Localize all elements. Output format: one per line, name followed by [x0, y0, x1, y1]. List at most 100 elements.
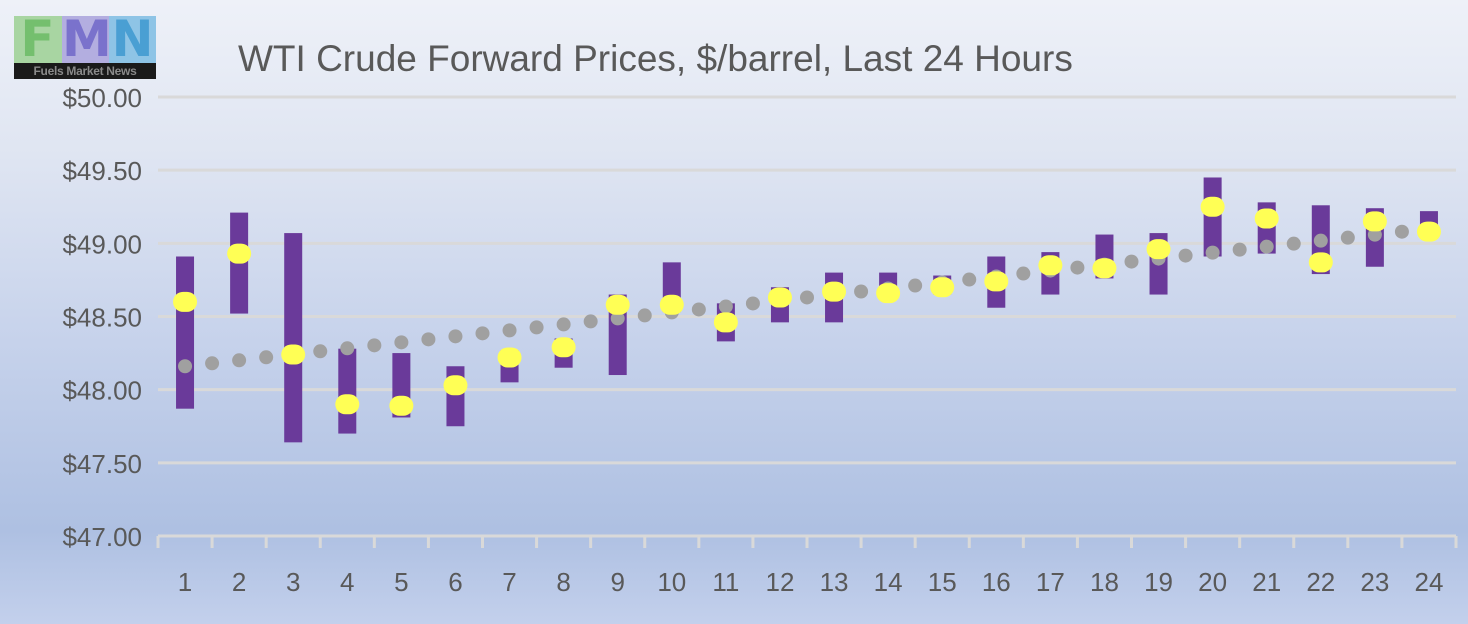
x-tick-label: 24: [1414, 567, 1443, 597]
x-tick-label: 22: [1306, 567, 1335, 597]
range-bar: [446, 366, 465, 427]
trendline-dot: [340, 341, 355, 356]
y-tick-label: $49.00: [62, 229, 142, 259]
trendline-dot: [232, 353, 247, 368]
logo-letter-f: F: [20, 10, 55, 68]
y-tick-label: $50.00: [62, 83, 142, 113]
close-marker: [1362, 211, 1387, 232]
trendline-dot: [583, 314, 598, 329]
close-marker: [227, 243, 252, 264]
x-tick-label: 10: [657, 567, 686, 597]
trendline-dot: [1070, 260, 1085, 275]
x-tick-label: 9: [610, 567, 624, 597]
close-marker: [930, 277, 955, 298]
trendline-dot: [610, 311, 625, 326]
x-tick-label: 17: [1036, 567, 1065, 597]
trendline-dot: [1286, 236, 1301, 251]
range-bar: [338, 348, 357, 434]
range-bar: [176, 256, 195, 409]
x-tick-label: 2: [232, 567, 246, 597]
fmn-logo: F M N Fuels Market News: [14, 10, 156, 80]
trendline-dot: [1394, 224, 1409, 239]
x-tick-label: 11: [712, 567, 739, 597]
x-tick-label: 14: [874, 567, 903, 597]
close-marker: [984, 271, 1009, 292]
x-tick-label: 19: [1144, 567, 1173, 597]
trendline-dot: [475, 326, 490, 341]
gridlines: [158, 95, 1456, 465]
close-marker: [1200, 196, 1225, 217]
trendline-dot: [1016, 266, 1031, 281]
trendline-dot: [1313, 233, 1328, 248]
trendline-dot: [1232, 242, 1247, 257]
logo-block-blue: [109, 16, 156, 63]
close-marker: [1308, 252, 1333, 273]
trendline-dot: [745, 296, 760, 311]
trendline-dot: [178, 359, 193, 374]
trendline-dot: [1340, 230, 1355, 245]
x-axis: 1 2 3 4 5 6 7 8 9 10 11 12 13 14 15 16 17 18 19 20 21 22 23 24: [156, 534, 1458, 597]
close-marker: [659, 294, 684, 315]
logo-block-green: [14, 16, 62, 63]
close-marker: [281, 344, 306, 365]
close-marker: [389, 395, 414, 416]
close-marker: [1038, 255, 1063, 276]
close-marker: [605, 294, 630, 315]
trendline-dot: [800, 290, 814, 305]
trendline-dot: [908, 278, 923, 293]
trendline-dot: [394, 335, 409, 350]
x-tick-label: 15: [928, 567, 957, 597]
range-bar: [1203, 177, 1222, 257]
x-tick-label: 20: [1198, 567, 1227, 597]
trendline-dot: [637, 308, 652, 323]
range-bars: [176, 177, 1438, 443]
close-marker: [173, 291, 198, 312]
close-marker: [713, 312, 738, 333]
y-tick-label: $47.00: [62, 522, 142, 552]
logo-letter-m: M: [62, 10, 112, 68]
x-tick-label: 1: [178, 567, 192, 597]
x-tick-label: 7: [502, 567, 516, 597]
x-tick-label: 8: [556, 567, 570, 597]
x-tick-label: 4: [340, 567, 354, 597]
x-tick-label: 3: [286, 567, 300, 597]
trendline-dot: [448, 329, 463, 344]
trendline-dot: [1124, 254, 1139, 269]
y-tick-label: $48.50: [62, 303, 142, 333]
close-marker: [1416, 221, 1441, 242]
y-axis-ticks: $47.00 $47.50 $48.00 $48.50 $49.00 $49.50 $50.…: [62, 83, 142, 552]
logo-letter-n: N: [111, 10, 154, 68]
close-marker: [1146, 239, 1171, 260]
x-tick-label: 23: [1360, 567, 1389, 597]
close-marker: [822, 281, 847, 302]
trendline-dot: [962, 272, 977, 287]
close-marker: [1254, 208, 1279, 229]
close-markers: [173, 196, 1441, 416]
close-marker: [876, 283, 901, 304]
close-marker: [767, 287, 792, 308]
trendline-dot: [313, 344, 328, 359]
logo-block-purple: [62, 16, 109, 63]
close-marker: [443, 375, 468, 396]
trendline-dot: [556, 317, 571, 332]
trendline-dot: [691, 302, 706, 317]
trendline-dot: [854, 284, 869, 299]
close-marker: [497, 347, 522, 368]
x-tick-label: 6: [448, 567, 462, 597]
trendline-dot: [205, 356, 220, 371]
trendline-dot: [529, 320, 544, 335]
x-tick-label: 21: [1252, 567, 1281, 597]
close-marker: [335, 394, 360, 415]
chart-title: WTI Crude Forward Prices, $/barrel, Last…: [238, 38, 1073, 79]
y-tick-label: $48.00: [62, 376, 142, 406]
trendline-dot: [502, 323, 517, 338]
trendline-dot: [1205, 245, 1220, 260]
x-tick-label: 12: [765, 567, 794, 597]
trendline-dot: [1178, 248, 1193, 263]
logo-tagline: Fuels Market News: [14, 63, 156, 79]
close-marker: [1092, 258, 1117, 279]
range-bar: [284, 233, 303, 443]
x-tick-label: 16: [982, 567, 1011, 597]
x-tick-label: 18: [1090, 567, 1119, 597]
trendline-dot: [1259, 239, 1274, 254]
